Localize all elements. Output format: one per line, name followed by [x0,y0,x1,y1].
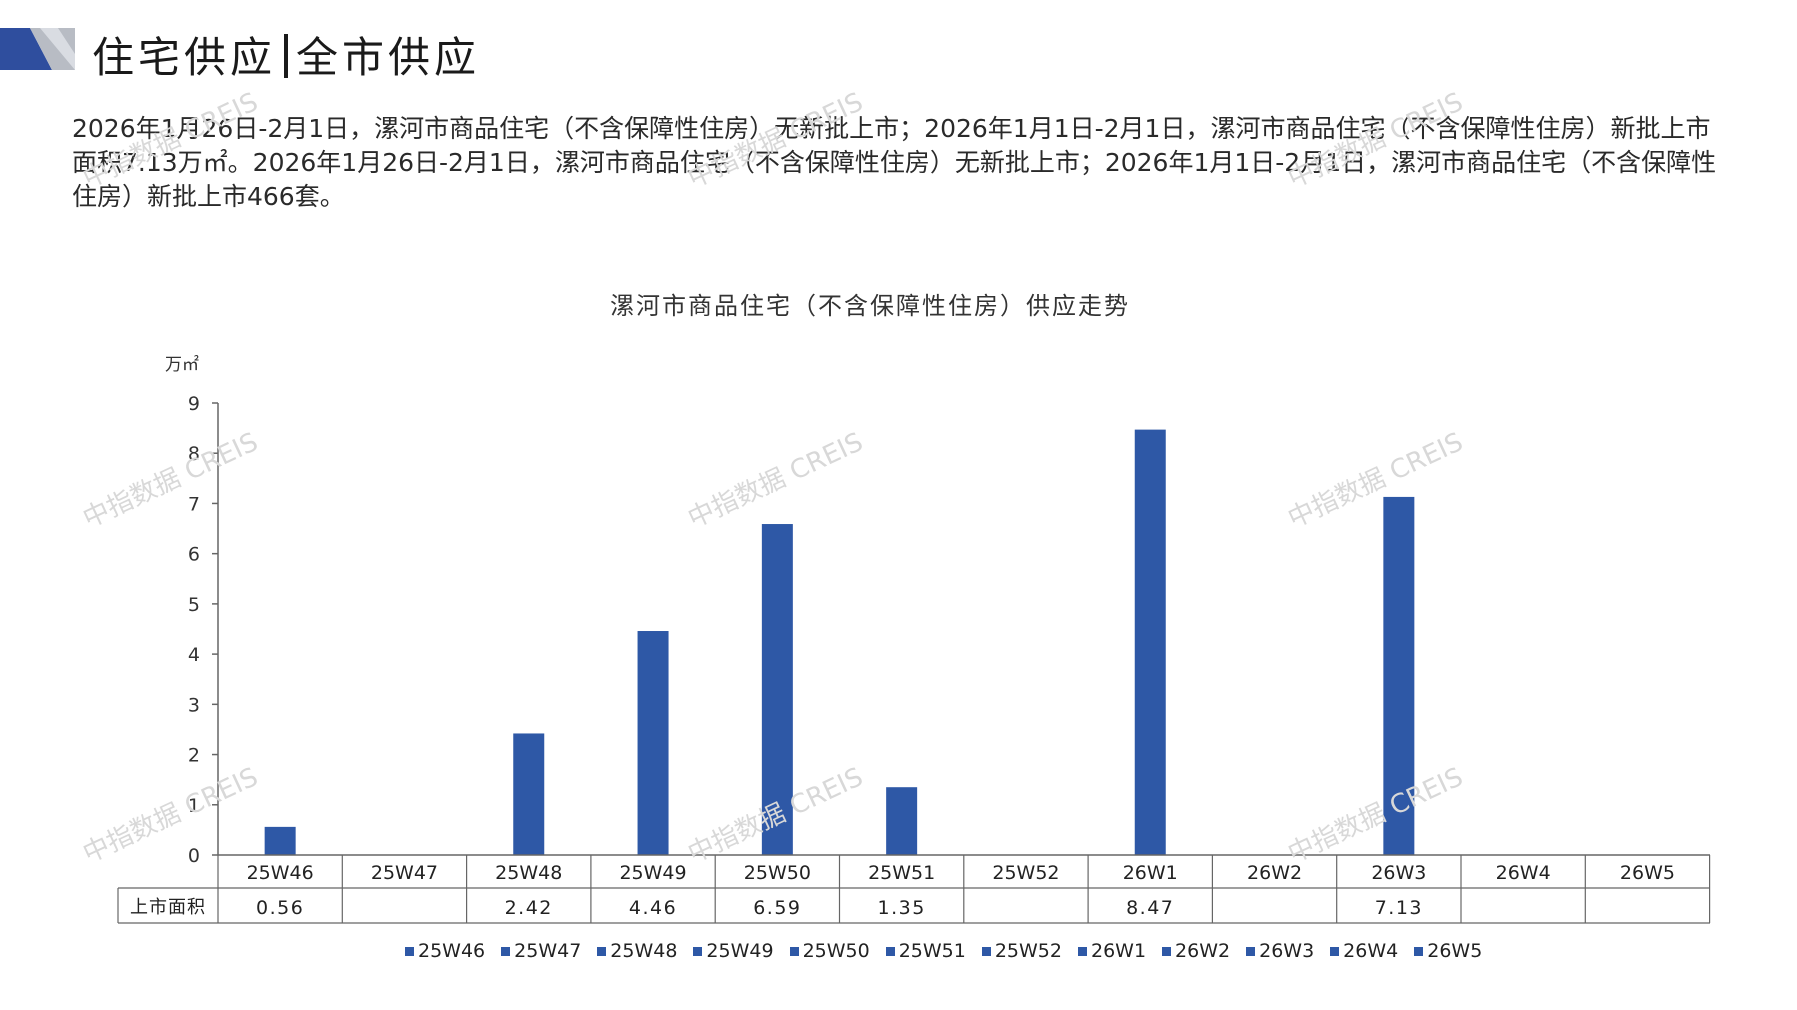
x-tick-label: 26W4 [1496,862,1551,884]
legend-item: 25W48 [597,940,677,962]
legend-label: 26W2 [1175,940,1231,962]
legend-swatch [1162,946,1172,956]
title-section: 住宅供应 [92,33,277,82]
legend-swatch [789,946,799,956]
x-tick-label: 26W5 [1620,862,1675,884]
legend-swatch [1077,946,1087,956]
legend-item: 26W1 [1077,940,1147,962]
series-name: 上市面积 [130,897,206,918]
legend-swatch [405,946,414,956]
legend-label: 25W50 [802,940,870,962]
y-tick-label: 5 [188,594,200,616]
legend-label: 25W52 [994,940,1062,962]
data-label: 6.59 [753,897,801,919]
legend-swatch [693,946,703,956]
legend-item: 25W49 [693,940,774,962]
legend-label: 26W3 [1259,940,1315,962]
legend-swatch [1246,946,1256,956]
bar [1383,496,1415,855]
bar [1134,429,1166,855]
legend-swatch [1330,946,1340,956]
data-label: 8.47 [1126,897,1174,919]
legend-label: 25W51 [898,940,966,962]
legend-item: 26W4 [1330,940,1398,962]
legend-label: 25W49 [706,940,774,962]
legend-label: 25W47 [514,940,582,962]
bar [264,826,296,855]
x-tick-label: 25W46 [247,862,314,884]
legend-label: 26W1 [1090,940,1147,962]
x-tick-label: 25W48 [495,862,562,884]
legend-item: 26W3 [1246,940,1314,962]
bar [513,733,545,855]
bar [886,787,918,855]
x-tick-label: 26W2 [1247,862,1302,884]
legend-swatch [1414,946,1424,956]
y-axis-unit: 万㎡ [165,355,199,375]
legend-item: 25W46 [405,940,485,962]
title-separator [284,34,289,78]
x-tick-label: 25W49 [619,862,686,884]
data-label: 7.13 [1375,897,1423,919]
legend-item: 26W5 [1414,940,1482,962]
legend-label: 25W46 [418,940,486,962]
legend-item: 25W47 [501,940,581,962]
legend-item: 25W52 [981,940,1062,962]
y-tick-label: 0 [188,845,200,867]
data-label: 4.46 [629,897,677,919]
legend-swatch [501,946,511,956]
bar [637,631,669,855]
data-label: 2.42 [505,897,553,919]
x-tick-label: 25W52 [992,862,1059,884]
legend-label: 26W4 [1343,940,1399,962]
legend-swatch [981,946,991,956]
page-title: 住宅供应 全市供应 [92,24,480,85]
chart-legend: 25W46 25W47 25W48 25W49 25W50 25W51 25W52 26W1 2… [405,940,1482,962]
x-tick-label: 26W1 [1123,862,1178,884]
legend-swatch [885,946,895,956]
data-label: 1.35 [877,897,925,919]
legend-item: 25W50 [789,940,870,962]
legend-label: 25W48 [610,940,678,962]
y-tick-label: 6 [188,544,200,566]
summary-text: 2026年1月26日-2月1日，漯河市商品住宅（不含保障性住房）无新批上市；20… [72,114,1717,211]
legend-item: 26W2 [1162,940,1230,962]
legend-swatch [597,946,607,956]
header-decoration [0,28,75,70]
legend-label: 26W5 [1427,940,1483,962]
x-tick-label: 25W47 [371,862,438,884]
x-tick-label: 25W50 [744,862,811,884]
y-tick-label: 7 [188,493,200,515]
legend-item: 25W51 [885,940,966,962]
chart-title: 漯河市商品住宅（不含保障性住房）供应走势 [610,292,1130,320]
y-tick-label: 8 [188,443,200,465]
y-tick-label: 1 [188,795,200,817]
y-tick-label: 2 [188,745,200,767]
y-tick-label: 4 [188,644,200,666]
title-subsection: 全市供应 [296,33,481,82]
data-label: 0.56 [256,897,304,919]
x-tick-label: 25W51 [868,862,935,884]
x-tick-label: 26W3 [1371,862,1426,884]
y-tick-label: 9 [188,393,200,415]
bar [761,524,793,855]
y-tick-label: 3 [188,694,200,716]
